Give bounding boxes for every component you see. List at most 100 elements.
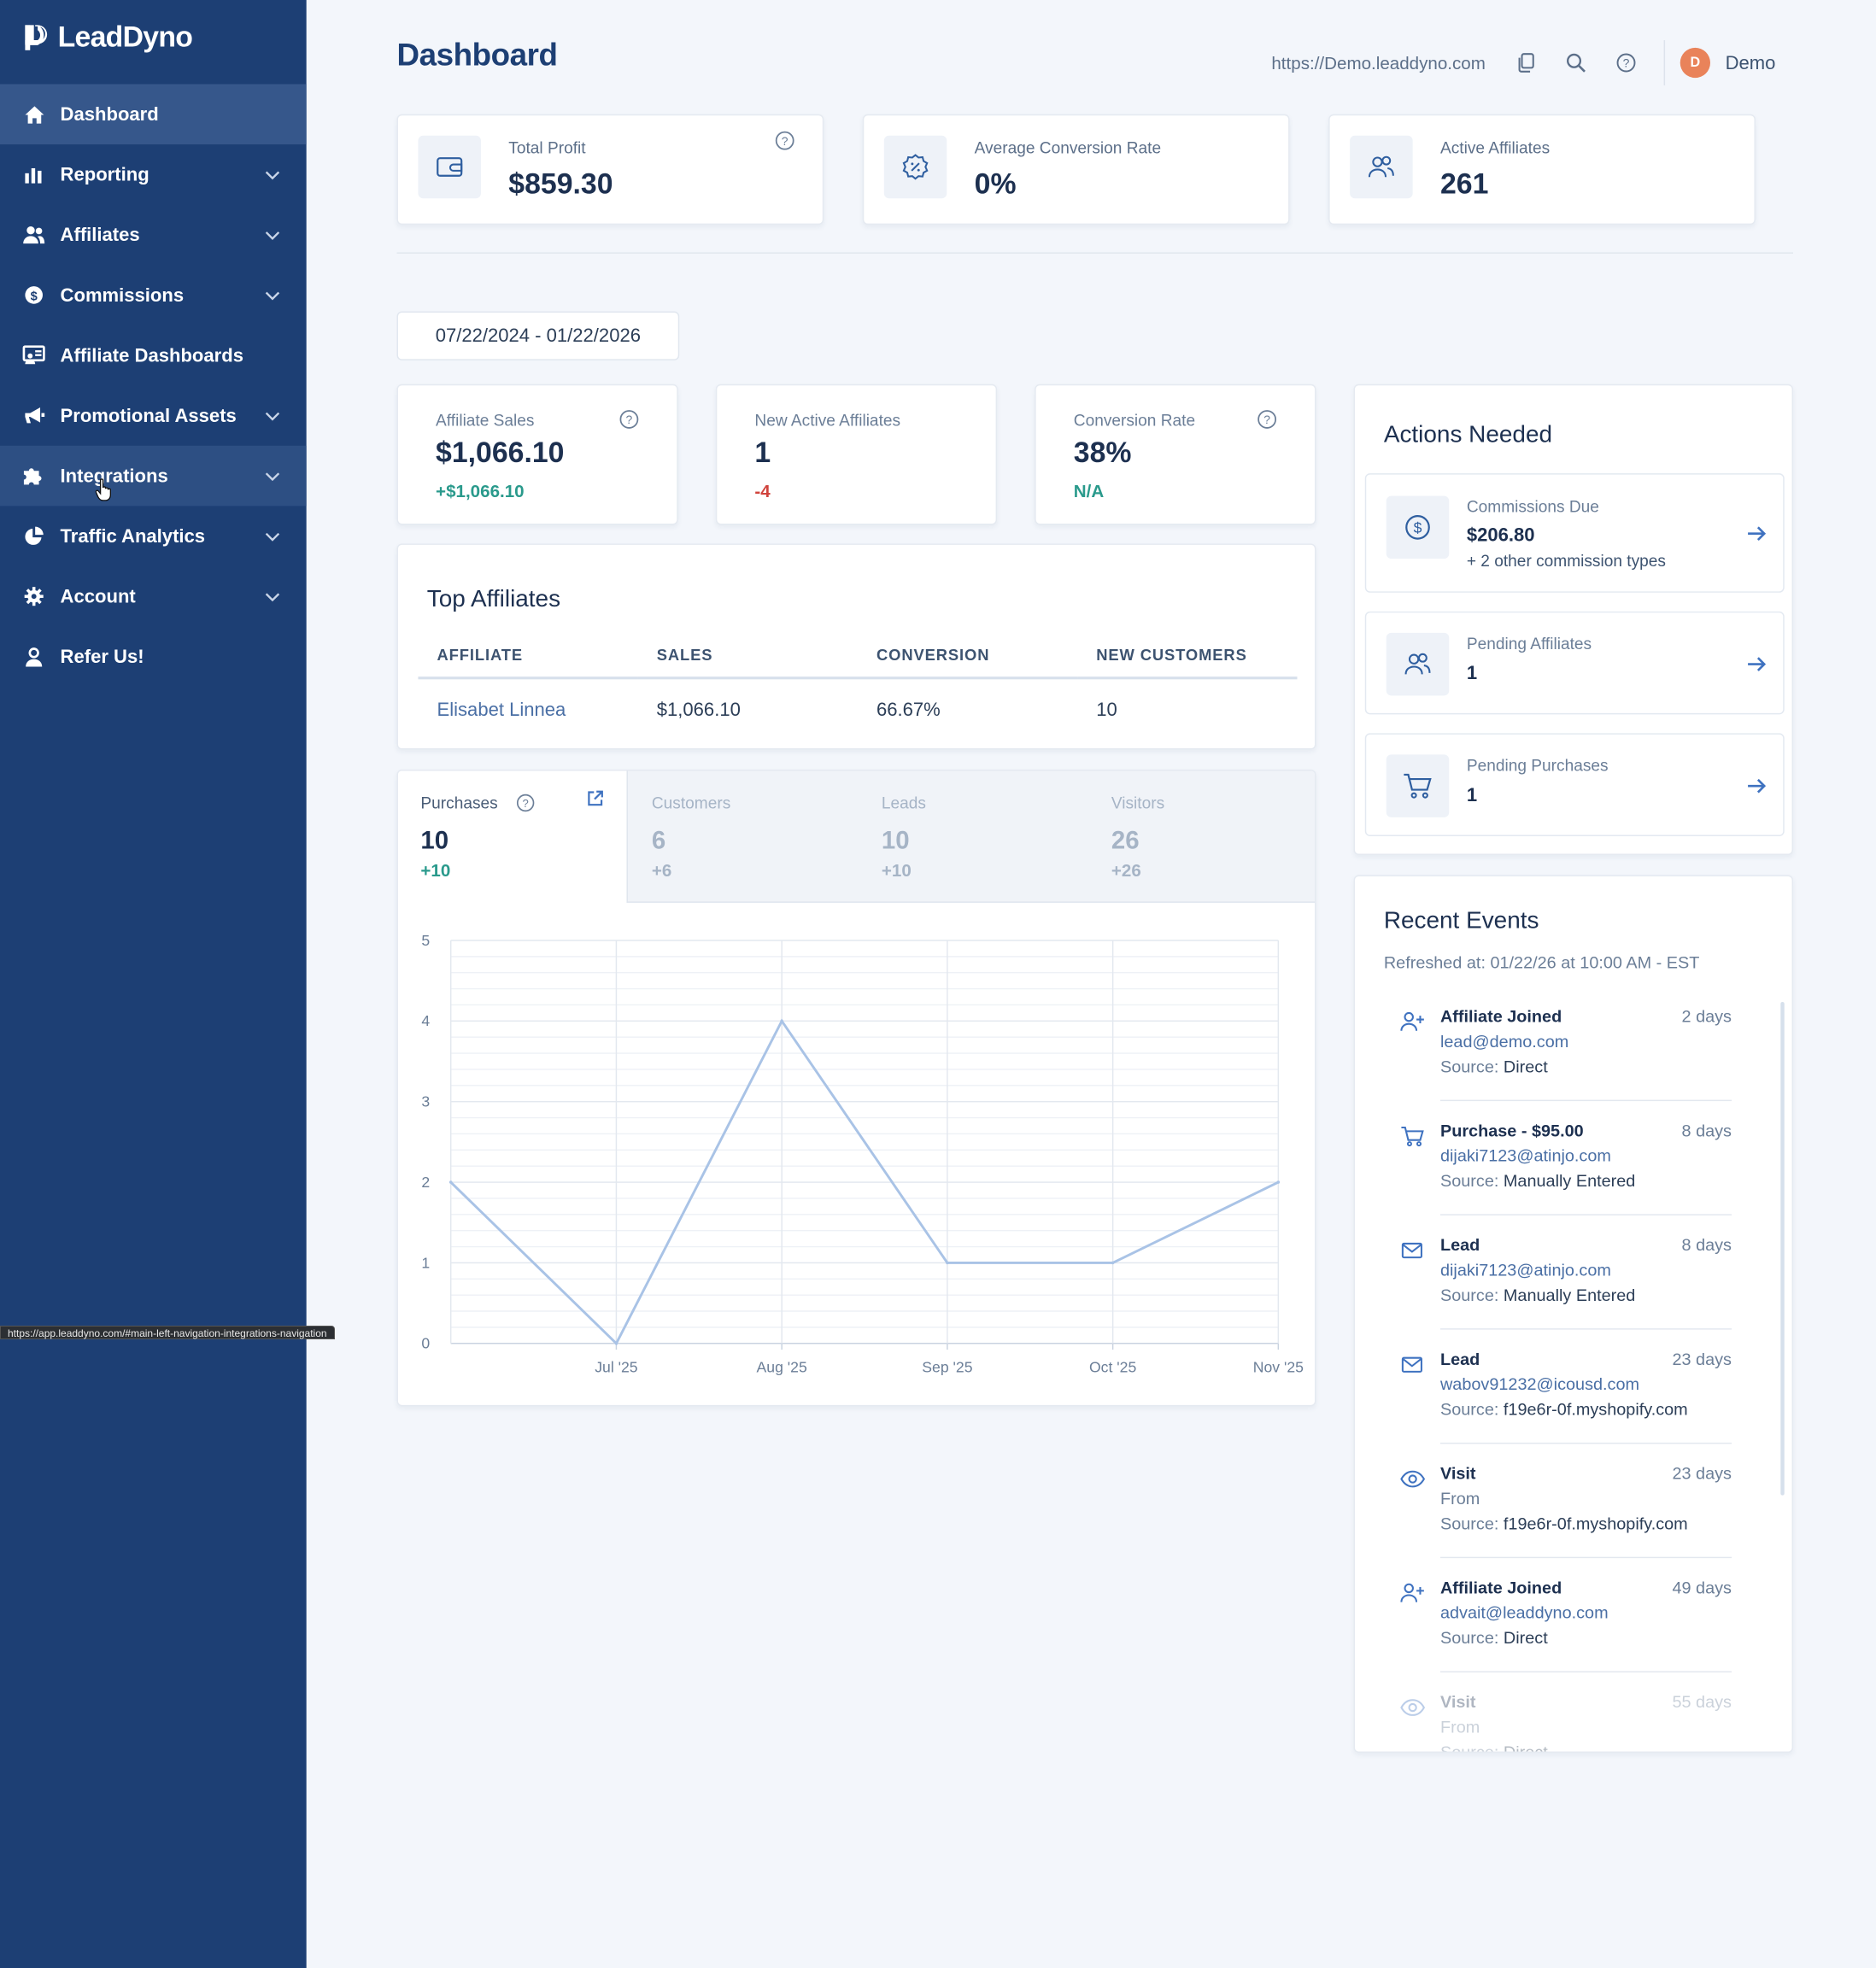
nav-label-affiliate-dashboards: Affiliate Dashboards [60, 344, 243, 366]
top-affiliates-title: Top Affiliates [426, 586, 561, 613]
column-header[interactable]: CONVERSION [857, 635, 1078, 680]
chevron-down-icon[interactable] [264, 286, 282, 304]
kpi-label: Total Profit [508, 138, 586, 157]
source-prefix: Source: [1439, 1171, 1499, 1191]
tab-customers[interactable]: Customers 6 +6 [629, 771, 858, 902]
event-type: Affiliate Joined [1439, 1006, 1562, 1026]
nav-item-promotional-assets[interactable]: Promotional Assets [0, 385, 307, 446]
percent-badge-icon [883, 135, 947, 199]
chevron-down-icon[interactable] [264, 467, 282, 485]
tab-change: +10 [881, 859, 912, 881]
column-header[interactable]: NEW CUSTOMERS [1077, 635, 1298, 680]
header-divider [1663, 40, 1666, 85]
event-divider [1439, 1556, 1732, 1559]
main-navigation: Dashboard Reporting Affiliates $ Commiss… [0, 84, 307, 687]
date-range-picker[interactable]: 07/22/2024 - 01/22/2026 [396, 311, 680, 360]
logo-text: LeadDyno [57, 20, 193, 53]
event-item[interactable]: Affiliate Joined 2 days lead@demo.com Sourc… [1400, 1007, 1732, 1108]
event-divider [1439, 1442, 1732, 1444]
nav-label-integrations: Integrations [60, 465, 168, 487]
event-source: Source: Manually Entered [1440, 1286, 1635, 1304]
help-icon[interactable]: ? [1257, 409, 1277, 430]
tab-purchases[interactable]: Purchases ? 10 +10 [397, 770, 627, 902]
data-point [1111, 1261, 1115, 1265]
user-name[interactable]: Demo [1725, 52, 1776, 73]
event-item[interactable]: Lead 23 days wabov91232@icousd.com Source: … [1400, 1350, 1732, 1450]
chevron-down-icon[interactable] [264, 226, 282, 244]
event-detail[interactable]: dijaki7123@atinjo.com [1439, 1146, 1611, 1166]
nav-item-dashboard[interactable]: Dashboard [0, 84, 307, 145]
eye-icon [1400, 1696, 1426, 1719]
purchases-series-line [449, 1018, 1280, 1346]
nav-item-integrations[interactable]: Integrations [0, 445, 307, 507]
action-commissions-due[interactable]: $ Commissions Due $206.80 + 2 other comm… [1364, 473, 1785, 593]
nav-item-commissions[interactable]: $ Commissions [0, 265, 307, 325]
event-detail: From [1439, 1717, 1480, 1737]
nav-label-refer-us: Refer Us! [60, 646, 144, 668]
event-detail[interactable]: dijaki7123@atinjo.com [1439, 1260, 1611, 1280]
chevron-down-icon[interactable] [264, 166, 282, 184]
arrow-right-icon[interactable] [1745, 775, 1768, 797]
action-subtext: + 2 other commission types [1466, 551, 1666, 571]
actions-needed-title: Actions Needed [1383, 421, 1553, 448]
event-item[interactable]: Visit 55 days From Source: Direct [1400, 1692, 1732, 1752]
help-icon[interactable]: ? [516, 794, 535, 812]
event-item[interactable]: Affiliate Joined 49 days advait@leaddyno.c… [1400, 1578, 1732, 1679]
tab-label: Purchases [420, 793, 498, 813]
help-icon[interactable]: ? [775, 131, 795, 151]
chevron-down-icon[interactable] [264, 407, 282, 425]
event-detail[interactable]: lead@demo.com [1439, 1032, 1569, 1051]
source-prefix: Source: [1439, 1514, 1499, 1533]
search-icon[interactable] [1564, 51, 1586, 73]
copy-icon[interactable] [1515, 51, 1537, 73]
nav-item-affiliate-dashboards[interactable]: Affiliate Dashboards [0, 325, 307, 386]
tab-visitors[interactable]: Visitors 26 +26 [1088, 771, 1315, 902]
affiliate-name-link[interactable]: Elisabet Linnea [437, 699, 566, 721]
event-detail[interactable]: wabov91232@icousd.com [1439, 1374, 1640, 1394]
help-icon[interactable]: ? [1615, 51, 1637, 73]
avatar[interactable]: D [1680, 47, 1710, 79]
nav-item-reporting[interactable]: Reporting [0, 144, 307, 205]
event-item[interactable]: Lead 8 days dijaki7123@atinjo.com Source: M… [1400, 1235, 1732, 1336]
x-tick-label: Sep '25 [922, 1359, 972, 1376]
top-bar: https://Demo.leaddyno.com ? D Demo [1271, 40, 1775, 85]
cart-icon [1400, 1125, 1425, 1147]
top-affiliates-card: Top Affiliates AFFILIATE SALES CONVERSIO… [396, 543, 1316, 750]
column-header[interactable]: AFFILIATE [418, 635, 638, 680]
data-point [780, 1019, 783, 1023]
external-link-icon[interactable] [586, 790, 604, 808]
tab-value: 6 [651, 827, 666, 856]
arrow-right-icon[interactable] [1745, 522, 1768, 544]
stat-label: Affiliate Sales [436, 410, 535, 430]
logo[interactable]: LeadDyno [22, 20, 193, 55]
chevron-down-icon[interactable] [264, 588, 282, 606]
bar-chart-icon [22, 163, 44, 185]
nav-item-affiliates[interactable]: Affiliates [0, 205, 307, 266]
nav-item-account[interactable]: Account [0, 566, 307, 627]
chevron-down-icon[interactable] [264, 527, 282, 545]
action-pending-affiliates[interactable]: Pending Affiliates 1 [1364, 611, 1785, 715]
data-point [1276, 1180, 1281, 1184]
action-label: Pending Affiliates [1466, 634, 1592, 653]
browser-status-bar-url: https://app.leaddyno.com/#main-left-navi… [0, 1326, 335, 1339]
event-source: Source: f19e6r-0f.myshopify.com [1440, 1400, 1688, 1419]
action-label: Pending Purchases [1466, 755, 1609, 775]
kpi-average-conversion-rate: Average Conversion Rate 0% [862, 114, 1290, 226]
action-pending-purchases[interactable]: Pending Purchases 1 [1364, 733, 1785, 836]
metrics-chart-card: Purchases ? 10 +10 Customers 6 +6 Leads … [396, 770, 1316, 1407]
event-item[interactable]: Purchase - $95.00 8 days dijaki7123@atinjo… [1400, 1122, 1732, 1222]
column-header[interactable]: SALES [637, 635, 858, 680]
inactive-tabs-background [626, 770, 1315, 903]
help-icon[interactable]: ? [619, 409, 640, 430]
event-detail[interactable]: advait@leaddyno.com [1439, 1603, 1609, 1623]
event-item[interactable]: Visit 23 days From Source: f19e6r-0f.myshop… [1400, 1464, 1732, 1565]
nav-item-refer-us[interactable]: Refer Us! [0, 626, 307, 687]
tab-label: Customers [651, 793, 731, 813]
tab-leads[interactable]: Leads 10 +10 [859, 771, 1087, 902]
arrow-right-icon[interactable] [1745, 653, 1768, 675]
scrollbar[interactable] [1780, 1001, 1785, 1496]
nav-item-traffic-analytics[interactable]: Traffic Analytics [0, 506, 307, 566]
affiliate-portal-url[interactable]: https://Demo.leaddyno.com [1271, 52, 1486, 73]
tab-value: 26 [1111, 827, 1140, 856]
stat-change: N/A [1073, 480, 1105, 501]
